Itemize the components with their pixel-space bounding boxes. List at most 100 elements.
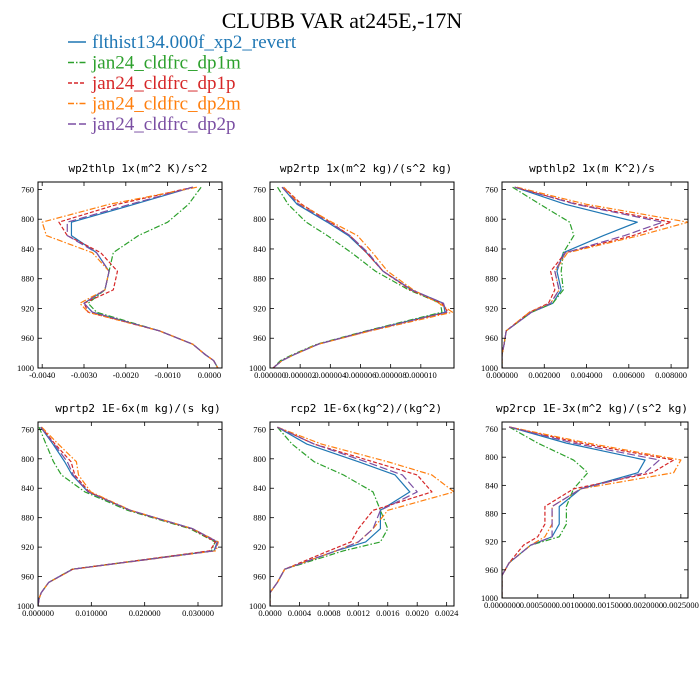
- series-line-jan24-cldfrc-dp1p: [270, 426, 433, 606]
- panel-title: wprtp2 1E-6x(m kg)/(s kg): [55, 402, 221, 415]
- series-line-jan24-cldfrc-dp1m: [502, 186, 575, 368]
- y-tick-label: 960: [485, 565, 498, 575]
- x-tick-label: 0.008000: [655, 370, 687, 380]
- y-tick-label: 840: [485, 244, 498, 254]
- y-tick-label: 1000: [17, 601, 34, 611]
- y-tick-label: 840: [253, 483, 266, 493]
- x-tick-label: 0.000002: [284, 370, 316, 380]
- x-tick-label: 0.0004: [288, 608, 312, 618]
- series-line-jan24-cldfrc-dp1m: [87, 186, 219, 368]
- x-tick-label: 0.000000: [486, 370, 518, 380]
- series-line-jan24-cldfrc-dp1p: [38, 426, 217, 606]
- series-line-jan24-cldfrc-dp1m: [270, 426, 389, 606]
- panel-4: wprtp2 1E-6x(m kg)/(s kg) 760 800 840 880 920…: [17, 402, 223, 618]
- x-tick-label: 0.000008: [375, 370, 407, 380]
- series-line-jan24-cldfrc-dp2p: [502, 426, 660, 598]
- series-line-jan24-cldfrc-dp2m: [38, 426, 219, 606]
- series-line-jan24-cldfrc-dp1p: [58, 186, 219, 368]
- plot-frame: [37, 181, 223, 369]
- y-tick-label: 760: [21, 184, 34, 194]
- legend-item-jan24-cldfrc-dp1m: jan24_cldfrc_dp1m: [68, 53, 241, 74]
- y-tick-label: 760: [253, 424, 266, 434]
- panel-title: wp2rtp 1x(m^2 kg)/(s^2 kg): [280, 162, 452, 175]
- y-tick-label: 1000: [481, 593, 498, 603]
- x-tick-label: -0.0040: [29, 370, 55, 380]
- y-tick-label: 1000: [17, 363, 34, 373]
- y-tick-label: 800: [253, 454, 266, 464]
- series-line-jan24-cldfrc-dp2m: [272, 186, 454, 368]
- plot-frame: [269, 421, 455, 607]
- x-tick-label: 0.000006: [345, 370, 377, 380]
- panel-title: rcp2 1E-6x(kg^2)/(kg^2): [290, 402, 442, 415]
- y-tick-label: 880: [485, 509, 498, 519]
- x-tick-label: -0.0030: [71, 370, 97, 380]
- x-tick-label: 0.020000: [129, 608, 161, 618]
- y-tick-label: 880: [253, 274, 266, 284]
- series-line-jan24-cldfrc-dp1p: [502, 426, 675, 598]
- y-tick-label: 920: [485, 303, 498, 313]
- x-tick-label: 0.0000: [258, 608, 281, 618]
- series-line-jan24-cldfrc-dp2p: [270, 426, 418, 606]
- panel-title: wp2rcp 1E-3x(m^2 kg)/(s^2 kg): [496, 402, 688, 415]
- legend-item-jan24-cldfrc-dp2p: jan24_cldfrc_dp2p: [68, 114, 236, 135]
- x-tick-label: 0.0016: [376, 608, 399, 618]
- y-tick-label: 920: [485, 537, 498, 547]
- panel-1: wp2thlp 1x(m^2 K)/s^2 760 800 840 880 920 960 1…: [17, 162, 223, 380]
- y-tick-label: 960: [485, 333, 498, 343]
- series-line-jan24-cldfrc-dp2p: [502, 186, 664, 368]
- y-tick-label: 760: [21, 424, 34, 434]
- x-tick-label: -0.0010: [155, 370, 181, 380]
- series-group: [502, 186, 688, 368]
- y-tick-label: 960: [253, 333, 266, 343]
- series-line-flthist134-000f-xp2-revert: [502, 426, 646, 598]
- plot-frame: [501, 181, 689, 369]
- x-tick-label: 0.0005000: [520, 600, 556, 610]
- legend-label: jan24_cldfrc_dp2p: [91, 114, 236, 135]
- series-line-flthist134-000f-xp2-revert: [38, 426, 218, 606]
- y-tick-label: 840: [21, 244, 34, 254]
- x-tick-label: 0.000000: [22, 608, 54, 618]
- panel-title: wpthlp2 1x(m K^2)/s: [529, 162, 655, 175]
- x-tick-label: 0.002000: [528, 370, 560, 380]
- plot-frame: [501, 421, 689, 599]
- y-tick-label: 800: [485, 452, 498, 462]
- series-line-jan24-cldfrc-dp1p: [272, 186, 449, 368]
- plot-frame: [269, 181, 455, 369]
- legend-item-flthist134-000f-xp2-revert: flthist134.000f_xp2_revert: [68, 32, 297, 53]
- y-tick-label: 760: [485, 424, 498, 434]
- panel-2: wp2rtp 1x(m^2 kg)/(s^2 kg) 760 800 840 880 92…: [249, 162, 455, 380]
- x-tick-label: 0.000010: [405, 370, 437, 380]
- y-tick-label: 920: [21, 542, 34, 552]
- x-tick-label: 0.006000: [613, 370, 645, 380]
- series-line-jan24-cldfrc-dp1m: [38, 426, 216, 606]
- legend-item-jan24-cldfrc-dp2m: jan24_cldfrc_dp2m: [68, 94, 241, 115]
- y-tick-label: 840: [485, 480, 498, 490]
- legend-label: jan24_cldfrc_dp1p: [91, 73, 236, 94]
- x-tick-label: 0.0010000: [555, 600, 591, 610]
- series-group: [270, 426, 454, 606]
- series-line-jan24-cldfrc-dp2p: [38, 426, 219, 606]
- series-line-jan24-cldfrc-dp2p: [66, 186, 219, 368]
- legend-label: jan24_cldfrc_dp1m: [91, 53, 241, 74]
- series-group: [41, 186, 219, 368]
- series-line-jan24-cldfrc-dp2m: [41, 186, 219, 368]
- x-tick-label: 0.000000: [254, 370, 286, 380]
- series-group: [502, 426, 682, 598]
- y-tick-label: 840: [253, 244, 266, 254]
- y-tick-label: 920: [253, 542, 266, 552]
- y-tick-label: 800: [21, 214, 34, 224]
- y-tick-label: 760: [253, 184, 266, 194]
- y-tick-label: 1000: [249, 601, 266, 611]
- figure-title: CLUBB VAR at245E,-17N: [222, 8, 463, 33]
- y-tick-label: 1000: [481, 363, 498, 373]
- legend-item-jan24-cldfrc-dp1p: jan24_cldfrc_dp1p: [68, 73, 236, 94]
- y-tick-label: 800: [253, 214, 266, 224]
- x-tick-label: 0.0000: [198, 370, 221, 380]
- panels: wp2thlp 1x(m^2 K)/s^2 760 800 840 880 920 960 1…: [17, 162, 699, 618]
- y-tick-label: 960: [21, 333, 34, 343]
- y-tick-label: 800: [21, 454, 34, 464]
- x-tick-label: 0.0025000: [663, 600, 699, 610]
- y-tick-label: 760: [485, 184, 498, 194]
- x-tick-label: 0.030000: [182, 608, 214, 618]
